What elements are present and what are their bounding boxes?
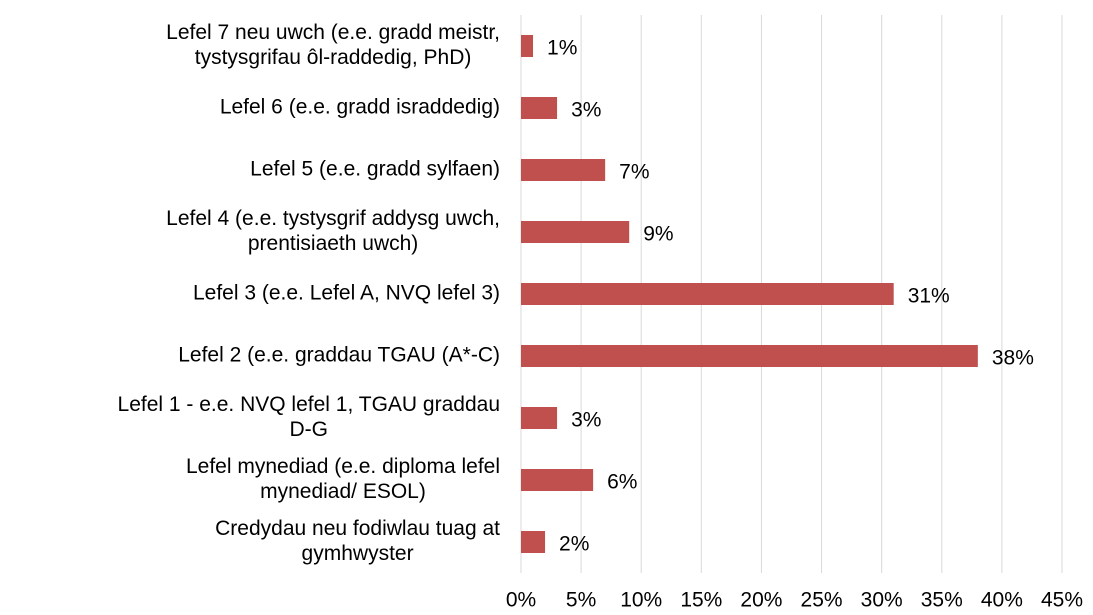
y-tick-label: Lefel mynediad (e.e. diploma lefel: [186, 455, 500, 478]
x-tick-label: 15%: [680, 589, 722, 612]
x-tick-label: 10%: [620, 589, 662, 612]
y-tick-label: Lefel 6 (e.e. gradd israddedig): [220, 96, 500, 119]
data-label: 3%: [571, 409, 601, 432]
bar: [521, 407, 558, 429]
data-label: 7%: [619, 161, 649, 184]
bar: [521, 35, 534, 57]
y-tick-label: mynediad/ ESOL): [260, 480, 426, 503]
bar: [521, 283, 894, 305]
y-tick-label: tystysgrifau ôl-raddedig, PhD): [195, 46, 472, 69]
x-tick-label: 20%: [740, 589, 782, 612]
bar: [521, 531, 546, 553]
x-tick-label: 40%: [981, 589, 1023, 612]
bar: [521, 159, 606, 181]
x-tick-label: 35%: [921, 589, 963, 612]
y-tick-label: Lefel 5 (e.e. gradd sylfaen): [250, 158, 500, 181]
y-tick-label: Lefel 2 (e.e. graddau TGAU (A*-C): [178, 344, 500, 367]
bar: [521, 345, 978, 367]
bar: [521, 97, 558, 119]
y-tick-label: Lefel 1 - e.e. NVQ lefel 1, TGAU graddau: [118, 393, 500, 416]
x-tick-label: 0%: [506, 589, 536, 612]
data-label: 31%: [908, 285, 950, 308]
y-tick-label: prentisiaeth uwch): [248, 232, 418, 255]
y-tick-label: gymhwyster: [302, 542, 414, 565]
x-tick-label: 25%: [801, 589, 843, 612]
data-label: 38%: [992, 347, 1034, 370]
y-tick-label: Credydau neu fodiwlau tuag at: [215, 517, 500, 540]
data-label: 3%: [571, 99, 601, 122]
bar: [521, 221, 630, 243]
y-tick-label: Lefel 3 (e.e. Lefel A, NVQ lefel 3): [193, 282, 500, 305]
x-tick-label: 5%: [566, 589, 596, 612]
x-tick-label: 45%: [1041, 589, 1083, 612]
data-label: 2%: [559, 533, 589, 556]
data-label: 9%: [643, 223, 673, 246]
y-tick-label: Lefel 7 neu uwch (e.e. gradd meistr,: [166, 21, 500, 44]
x-tick-label: 30%: [861, 589, 903, 612]
data-label: 1%: [547, 37, 577, 60]
data-label: 6%: [607, 471, 637, 494]
y-tick-label: D-G: [290, 418, 329, 441]
bar: [521, 469, 594, 491]
y-tick-label: Lefel 4 (e.e. tystysgrif addysg uwch,: [166, 207, 500, 230]
